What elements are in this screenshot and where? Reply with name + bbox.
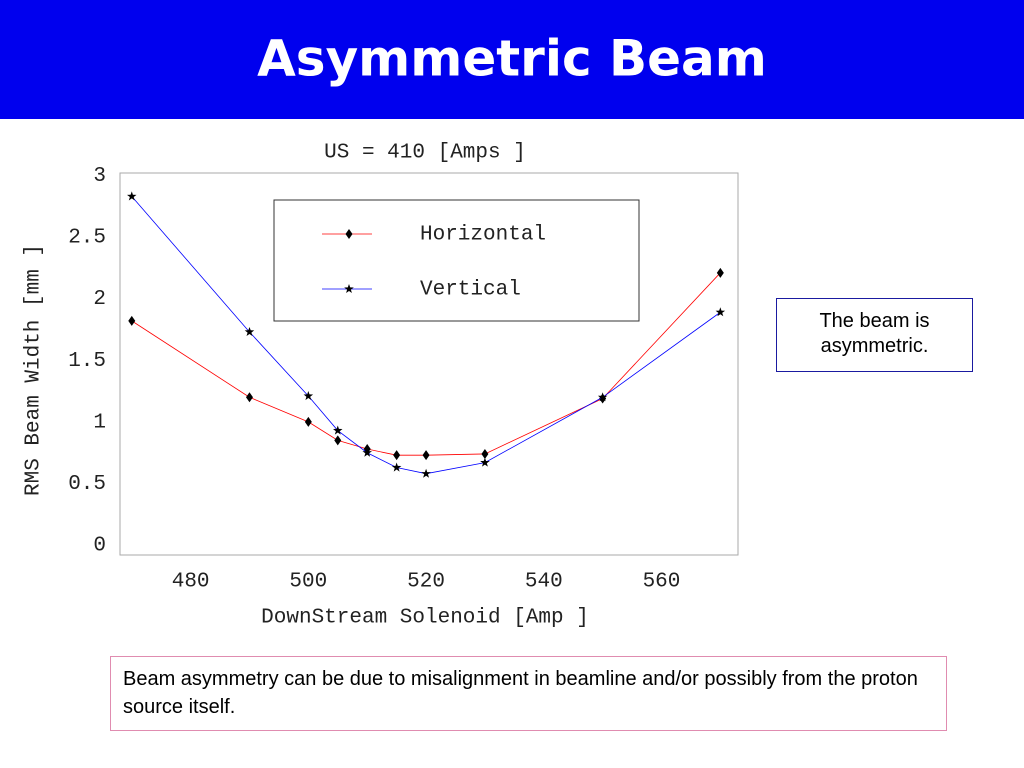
diamond-marker (334, 435, 342, 446)
star-marker (715, 307, 726, 317)
diamond-marker (128, 315, 136, 326)
slide-title: Asymmetric Beam (257, 30, 767, 88)
legend-label: Horizontal (420, 224, 546, 247)
diamond-marker (345, 229, 353, 239)
y-tick-label: 2 (93, 288, 106, 311)
plot-frame (119, 172, 739, 556)
x-tick-label: 480 (172, 571, 210, 594)
callout-box: The beam is asymmetric. (776, 298, 973, 372)
diamond-marker (393, 450, 401, 461)
y-tick-label: 3 (93, 165, 106, 188)
x-tick-label: 520 (407, 571, 445, 594)
y-tick-label: 1.5 (68, 350, 106, 373)
star-marker (362, 447, 372, 457)
diamond-marker (422, 450, 430, 461)
diamond-marker (245, 392, 253, 403)
x-tick-label: 560 (643, 571, 681, 594)
star-marker (421, 468, 431, 478)
y-tick-label: 0 (93, 535, 106, 558)
series-line (131, 196, 721, 475)
star-marker (244, 327, 255, 336)
note-box: Beam asymmetry can be due to misalignmen… (110, 656, 947, 731)
star-marker (344, 284, 354, 293)
x-tick-label: 500 (289, 571, 327, 594)
star-marker (333, 425, 343, 435)
y-tick-label: 1 (93, 411, 106, 434)
legend-box (273, 199, 640, 322)
legend-label: Vertical (420, 279, 521, 302)
header-bar (0, 0, 1024, 119)
diamond-marker (304, 416, 312, 427)
x-tick-label: 540 (525, 571, 563, 594)
diamond-marker (481, 448, 489, 459)
star-marker (127, 191, 137, 201)
y-axis-label: RMS Beam Width [mm ] (23, 244, 46, 496)
star-marker (480, 457, 490, 467)
star-marker (391, 462, 402, 472)
chart-title: US = 410 [Amps ] (324, 142, 526, 165)
series-line (131, 272, 721, 456)
x-axis-label: DownStream Solenoid [Amp ] (261, 607, 589, 630)
diamond-marker (716, 267, 724, 278)
star-marker (597, 392, 608, 402)
y-tick-label: 2.5 (68, 227, 106, 250)
star-marker (303, 391, 314, 401)
y-tick-label: 0.5 (68, 473, 106, 496)
